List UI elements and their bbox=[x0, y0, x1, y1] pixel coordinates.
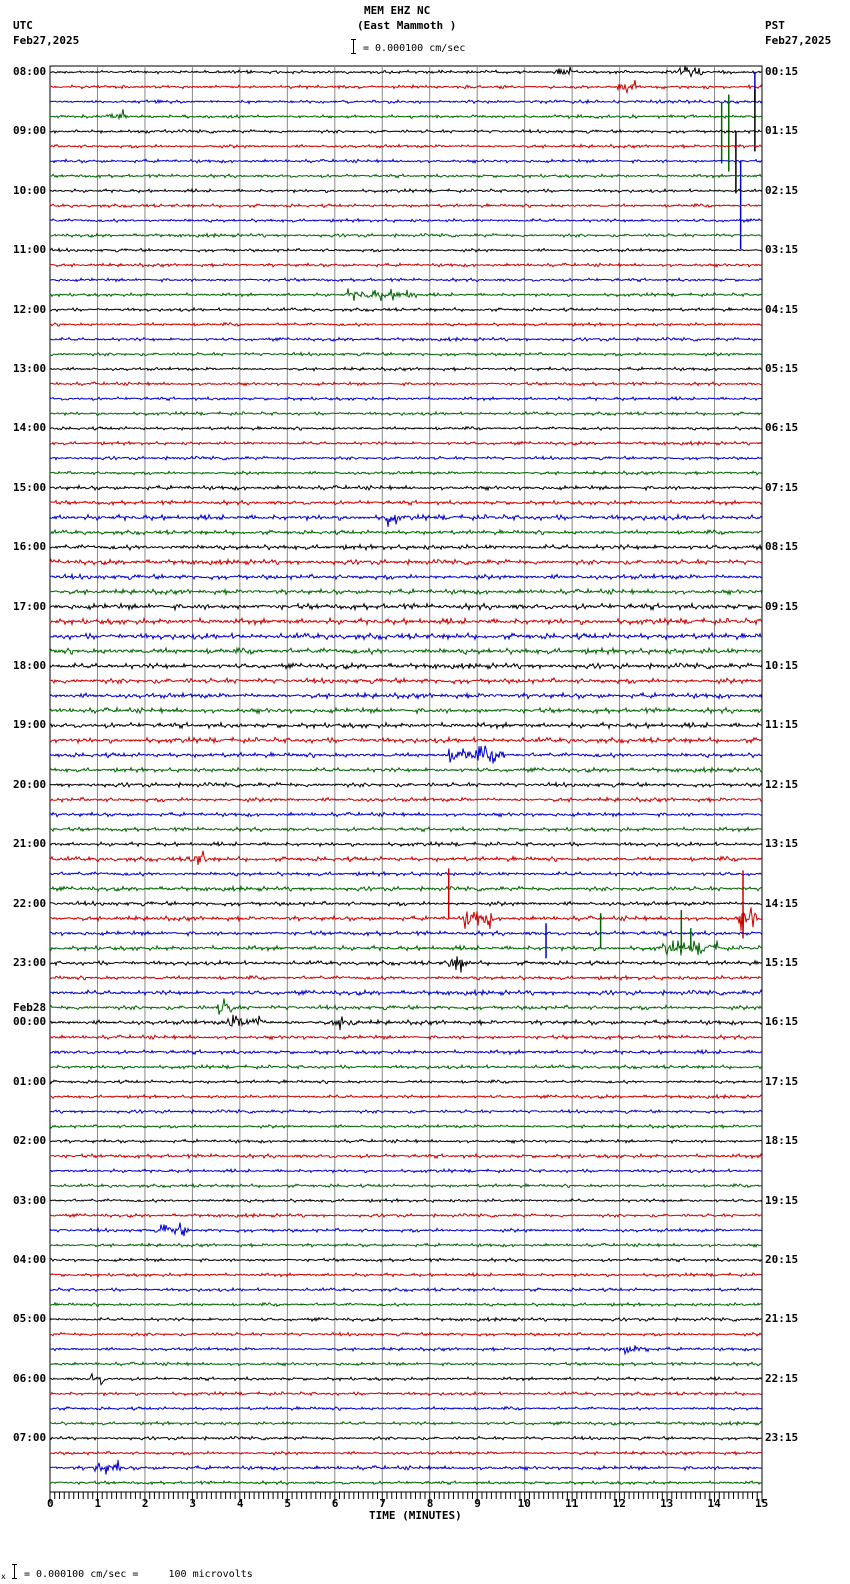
utc-time-label: 23:00 bbox=[13, 956, 47, 969]
pst-time-label: 04:15 bbox=[765, 302, 799, 316]
x-tick-label: 14 bbox=[707, 1497, 721, 1510]
scale-text: = 0.000100 cm/sec bbox=[363, 43, 466, 54]
utc-time-label: 20:00 bbox=[13, 777, 47, 791]
x-tick-label: 5 bbox=[284, 1497, 291, 1510]
x-tick-label: 6 bbox=[331, 1497, 339, 1510]
pst-time-label: 12:15 bbox=[765, 777, 799, 791]
pst-time-label: 02:15 bbox=[765, 183, 799, 197]
pst-time-label: 06:15 bbox=[765, 421, 799, 435]
utc-time-label: 19:00 bbox=[13, 718, 47, 732]
pst-time-label: 22:15 bbox=[765, 1371, 799, 1385]
utc-time-label: 06:00 bbox=[13, 1371, 47, 1385]
x-tick-label: 13 bbox=[660, 1497, 674, 1510]
pst-time-label: 17:15 bbox=[765, 1074, 799, 1088]
scale-bar-icon bbox=[351, 39, 356, 54]
utc-time-label: 03:00 bbox=[13, 1193, 47, 1207]
pst-time-label: 03:15 bbox=[765, 243, 799, 257]
left-timezone: UTC bbox=[13, 19, 33, 32]
pst-time-label: 19:15 bbox=[765, 1193, 799, 1207]
utc-time-label: 04:00 bbox=[13, 1253, 47, 1266]
footer-marker: x bbox=[1, 1572, 6, 1581]
pst-time-label: 13:15 bbox=[765, 837, 799, 851]
x-tick-label: 3 bbox=[189, 1497, 197, 1510]
utc-time-label: 09:00 bbox=[13, 124, 47, 138]
pst-time-label: 11:15 bbox=[765, 718, 799, 732]
utc-time-label: 18:00 bbox=[13, 659, 47, 672]
x-tick-label: 1 bbox=[94, 1497, 102, 1510]
station-title: MEM EHZ NC bbox=[364, 4, 431, 17]
pst-time-label: 18:15 bbox=[765, 1134, 799, 1148]
utc-date-label: Feb28 bbox=[13, 1001, 47, 1015]
x-tick-label: 9 bbox=[474, 1497, 481, 1510]
utc-time-label: 21:00 bbox=[13, 837, 47, 851]
utc-time-label: 10:00 bbox=[13, 183, 47, 197]
pst-time-label: 21:15 bbox=[765, 1312, 799, 1326]
pst-time-label: 10:15 bbox=[765, 659, 799, 672]
pst-time-label: 09:15 bbox=[765, 599, 799, 613]
station-location: (East Mammoth ) bbox=[357, 19, 457, 32]
pst-time-label: 16:15 bbox=[765, 1015, 799, 1029]
pst-time-label: 20:15 bbox=[765, 1253, 799, 1266]
footer-scale-bar-icon bbox=[12, 1564, 17, 1579]
utc-time-label: 22:00 bbox=[13, 896, 47, 910]
utc-time-label: 05:00 bbox=[13, 1312, 47, 1326]
pst-time-label: 00:15 bbox=[765, 65, 799, 78]
x-axis-label: TIME (MINUTES) bbox=[369, 1509, 462, 1522]
pst-time-label: 15:15 bbox=[765, 956, 799, 969]
x-tick-label: 12 bbox=[612, 1497, 626, 1510]
right-date: Feb27,2025 bbox=[765, 34, 832, 47]
pst-time-label: 23:15 bbox=[765, 1431, 799, 1445]
utc-time-label: 11:00 bbox=[13, 243, 47, 257]
pst-time-label: 08:15 bbox=[765, 540, 799, 554]
utc-time-label: 02:00 bbox=[13, 1134, 47, 1148]
utc-time-label: 15:00 bbox=[13, 480, 47, 494]
pst-time-label: 05:15 bbox=[765, 362, 799, 375]
right-timezone: PST bbox=[765, 19, 785, 32]
utc-time-label: 07:00 bbox=[13, 1431, 47, 1445]
utc-time-label: 14:00 bbox=[13, 421, 47, 435]
pst-time-label: 01:15 bbox=[765, 124, 799, 138]
utc-time-label: 08:00 bbox=[13, 65, 47, 78]
x-tick-label: 0 bbox=[47, 1497, 54, 1510]
x-tick-label: 15 bbox=[755, 1497, 769, 1510]
utc-time-label: 17:00 bbox=[13, 599, 47, 613]
utc-time-label: 12:00 bbox=[13, 302, 47, 316]
utc-time-label: 13:00 bbox=[13, 362, 47, 375]
x-tick-label: 7 bbox=[379, 1497, 386, 1510]
utc-time-label: 01:00 bbox=[13, 1074, 47, 1088]
utc-time-label: 16:00 bbox=[13, 540, 47, 554]
pst-time-label: 14:15 bbox=[765, 896, 799, 910]
x-tick-label: 8 bbox=[426, 1497, 434, 1510]
pst-time-label: 07:15 bbox=[765, 480, 799, 494]
utc-time-label: 00:00 bbox=[13, 1015, 47, 1029]
x-tick-label: 2 bbox=[141, 1497, 149, 1510]
x-tick-label: 11 bbox=[565, 1497, 579, 1510]
x-tick-label: 10 bbox=[517, 1497, 531, 1510]
left-date: Feb27,2025 bbox=[13, 34, 80, 47]
x-tick-label: 4 bbox=[236, 1497, 244, 1510]
footer-scale-text: = 0.000100 cm/sec = 100 microvolts bbox=[24, 1569, 253, 1580]
